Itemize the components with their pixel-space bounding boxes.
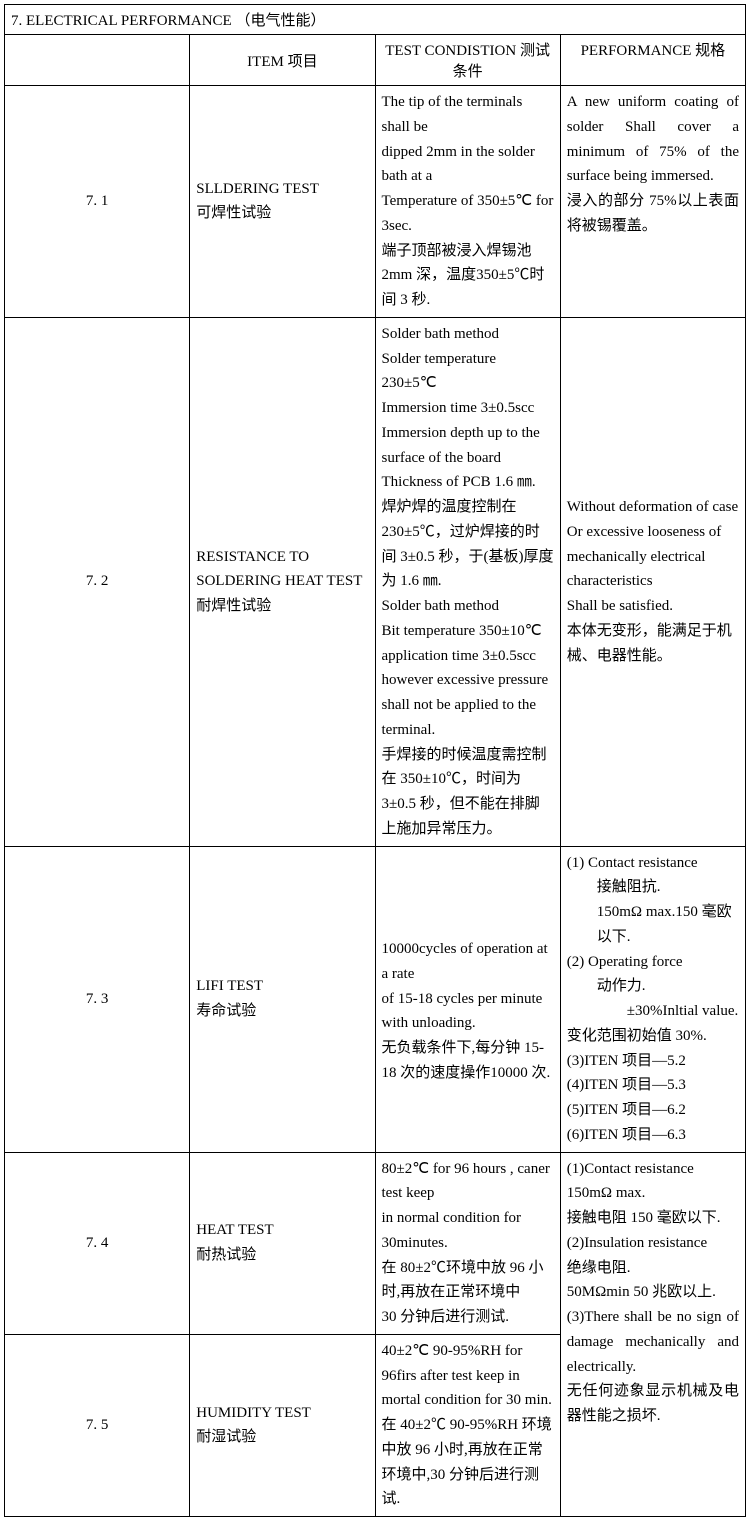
row-item: SLLDERING TEST 可焊性试验: [190, 86, 375, 318]
perf-line: 150mΩ max.150 毫欧以下.: [567, 900, 739, 950]
perf-text-b: (3)There shall be no sign of damage mech…: [567, 1305, 739, 1429]
perf-text-a: (1)Contact resistance 150mΩ max. 接触电阻 15…: [567, 1161, 721, 1301]
perf-line: (1) Contact resistance: [567, 855, 698, 871]
row-num: 7. 4: [5, 1152, 190, 1334]
spec-table: 7. ELECTRICAL PERFORMANCE （电气性能） ITEM 项目…: [4, 4, 746, 1517]
perf-line: (4)ITEN 项目—5.3: [567, 1077, 686, 1093]
header-condition: TEST CONDISTION 测试条件: [375, 35, 560, 86]
header-performance: PERFORMANCE 规格: [560, 35, 745, 86]
row-condition: Solder bath method Solder temperature 23…: [375, 317, 560, 846]
perf-line: (3)ITEN 项目—5.2: [567, 1053, 686, 1069]
perf-line: 接触阻抗.: [567, 875, 739, 900]
table-row: 7. 2 RESISTANCE TO SOLDERING HEAT TEST 耐…: [5, 317, 746, 846]
perf-line: (5)ITEN 项目—6.2: [567, 1102, 686, 1118]
row-performance: (1) Contact resistance 接触阻抗. 150mΩ max.1…: [560, 846, 745, 1152]
header-item: ITEM 项目: [190, 35, 375, 86]
table-row: 7. 1 SLLDERING TEST 可焊性试验 The tip of the…: [5, 86, 746, 318]
row-condition: 10000cycles of operation at a rate of 15…: [375, 846, 560, 1152]
row-condition: 80±2℃ for 96 hours , caner test keep in …: [375, 1152, 560, 1334]
header-row: ITEM 项目 TEST CONDISTION 测试条件 PERFORMANCE…: [5, 35, 746, 86]
row-item: RESISTANCE TO SOLDERING HEAT TEST 耐焊性试验: [190, 317, 375, 846]
row-performance: Without deformation of case Or excessive…: [560, 317, 745, 846]
row-num: 7. 1: [5, 86, 190, 318]
row-item: HEAT TEST 耐热试验: [190, 1152, 375, 1334]
perf-line: (2) Operating force: [567, 954, 683, 970]
row-num: 7. 5: [5, 1334, 190, 1516]
table-row: 7. 3 LIFI TEST 寿命试验 10000cycles of opera…: [5, 846, 746, 1152]
row-performance-merged: (1)Contact resistance 150mΩ max. 接触电阻 15…: [560, 1152, 745, 1517]
row-item: HUMIDITY TEST 耐湿试验: [190, 1334, 375, 1516]
perf-line: (6)ITEN 项目—6.3: [567, 1127, 686, 1143]
row-performance: A new uniform coating of solder Shall co…: [560, 86, 745, 318]
header-blank: [5, 35, 190, 86]
row-num: 7. 3: [5, 846, 190, 1152]
row-num: 7. 2: [5, 317, 190, 846]
row-item: LIFI TEST 寿命试验: [190, 846, 375, 1152]
row-condition: The tip of the terminals shall be dipped…: [375, 86, 560, 318]
section-title: 7. ELECTRICAL PERFORMANCE （电气性能）: [5, 5, 746, 35]
section-title-row: 7. ELECTRICAL PERFORMANCE （电气性能）: [5, 5, 746, 35]
table-row: 7. 4 HEAT TEST 耐热试验 80±2℃ for 96 hours ,…: [5, 1152, 746, 1334]
perf-line: 变化范围初始值 30%.: [567, 1028, 707, 1044]
perf-line: ±30%Inltial value.: [567, 999, 739, 1024]
perf-line: 动作力.: [567, 974, 739, 999]
row-condition: 40±2℃ 90-95%RH for 96firs after test kee…: [375, 1334, 560, 1516]
